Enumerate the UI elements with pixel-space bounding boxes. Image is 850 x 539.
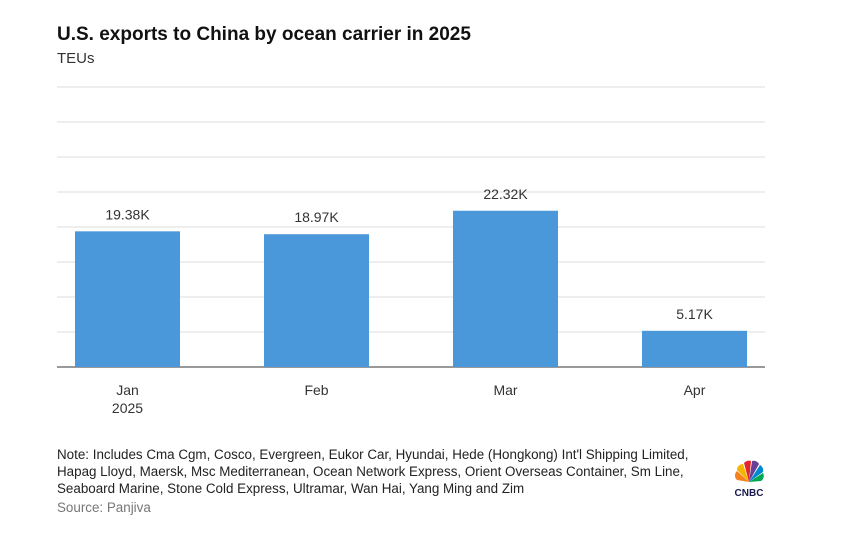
- x-tick-label: Mar: [493, 382, 518, 398]
- bar: [453, 210, 558, 367]
- x-tick-label: Apr: [683, 382, 706, 398]
- x-tick-label: Feb: [304, 382, 329, 398]
- chart-subtitle: TEUs: [57, 50, 95, 67]
- value-label: 19.38K: [105, 206, 150, 222]
- value-label: 5.17K: [676, 306, 713, 322]
- bar: [642, 330, 747, 367]
- note: Note: Includes Cma Cgm, Cosco, Evergreen…: [57, 447, 689, 496]
- logo: CNBC: [735, 460, 764, 499]
- logo-text: CNBC: [735, 488, 764, 499]
- x-tick-label: Jan 2025: [111, 382, 144, 416]
- source: Source: Panjiva: [57, 500, 151, 515]
- value-label: 18.97K: [294, 209, 339, 225]
- chart-title: U.S. exports to China by ocean carrier i…: [57, 24, 471, 45]
- bar: [264, 234, 369, 367]
- value-label: 22.32K: [483, 186, 528, 202]
- bar: [75, 231, 180, 367]
